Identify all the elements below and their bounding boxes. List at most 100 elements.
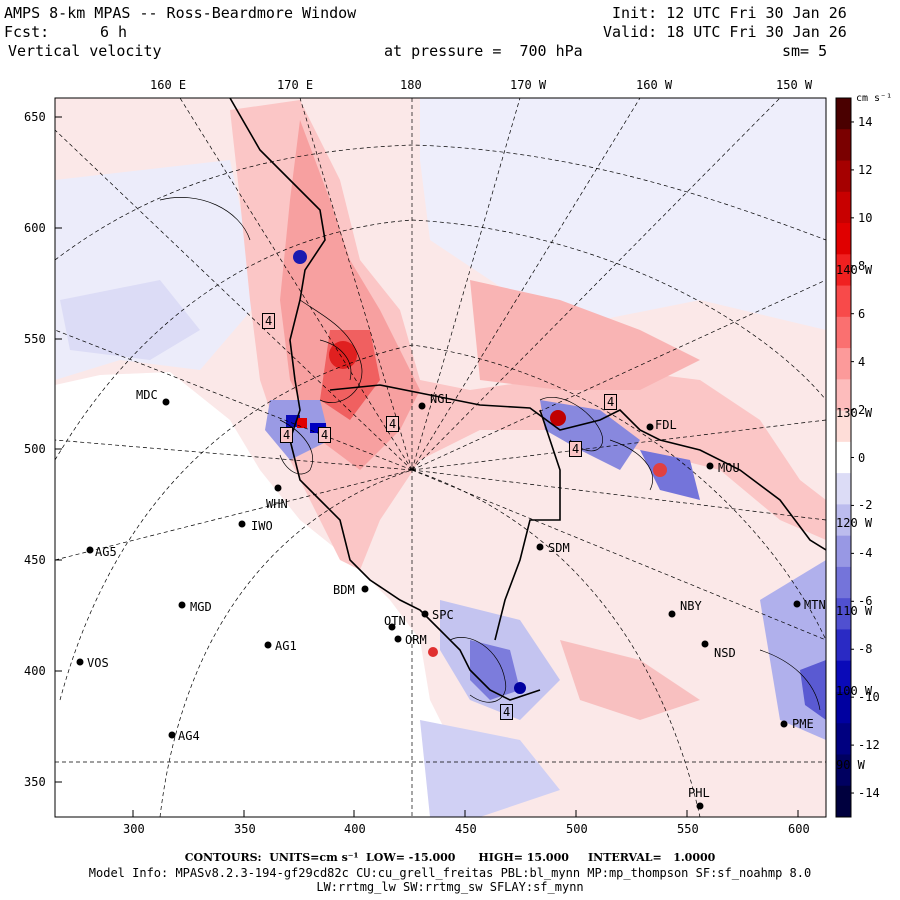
contour-label: 4: [318, 427, 332, 443]
colorbar-swatch: [836, 191, 851, 224]
y-tick-label: 400: [24, 664, 46, 678]
station-label: PME: [792, 717, 814, 731]
y-tick-label: 450: [24, 553, 46, 567]
colorbar-swatch: [836, 223, 851, 255]
colorbar-tick-label: 8: [858, 258, 866, 273]
contour-label: 4: [386, 416, 400, 432]
colorbar-swatch: [836, 316, 851, 349]
lon-label: 170 E: [277, 78, 314, 92]
colorbar-tick-label: 4: [858, 354, 866, 369]
colorbar-tick-label: -6: [858, 594, 873, 609]
station-label: VOS: [87, 656, 109, 670]
x-tick-label: 300: [123, 822, 145, 836]
header-fcst-value: 6 h: [100, 23, 128, 41]
colorbar-swatch: [836, 410, 851, 443]
y-tick-label: 650: [24, 110, 46, 124]
station-label: ORM: [405, 633, 427, 647]
colorbar-tick-label: -8: [858, 642, 873, 657]
x-tick-label: 450: [455, 822, 477, 836]
coastline: [229, 98, 826, 701]
contour-lines: [159, 197, 821, 711]
x-tick-label: 350: [234, 822, 256, 836]
lon-label: 150 W: [776, 78, 813, 92]
colorbar-tick-label: -12: [858, 738, 880, 753]
colorbar-swatch: [836, 629, 851, 662]
axis-ticks: [55, 116, 799, 817]
footer-contours: CONTOURS: UNITS=cm s⁻¹ LOW= -15.000 HIGH…: [184, 851, 716, 864]
station-label: MTN: [804, 598, 826, 612]
x-tick-label: 600: [788, 822, 810, 836]
x-tick-label: 400: [344, 822, 366, 836]
colorbar-swatch: [836, 254, 851, 287]
colorbar-tick-label: 2: [858, 402, 866, 417]
colorbar-tick-label: 0: [858, 450, 866, 465]
colorbar-tick-label: 12: [858, 162, 873, 177]
colorbar-swatch: [836, 691, 851, 724]
colorbar-swatch: [836, 754, 851, 787]
header-pressure: at pressure = 700 hPa: [384, 42, 583, 60]
contour-label: 4: [569, 441, 583, 457]
lon-label: 160 W: [636, 78, 673, 92]
colorbar-swatch: [836, 129, 851, 162]
station-label: FDL: [655, 418, 677, 432]
lon-label-right: 130 W: [836, 406, 873, 420]
lon-label-right: 100 W: [836, 684, 873, 698]
colorbar-tick-label: -4: [858, 546, 873, 561]
contour-label: 4: [280, 427, 294, 443]
y-tick-label: 550: [24, 332, 46, 346]
colorbar-swatch: [836, 566, 851, 599]
lon-label-right: 90 W: [836, 758, 865, 772]
colorbar-swatch: [836, 535, 851, 568]
station-label: NGL: [430, 392, 452, 406]
station-label: OTN: [384, 614, 406, 628]
colorbar-swatch: [836, 441, 851, 474]
colorbar-swatch: [836, 598, 851, 630]
vertical-velocity-field: [55, 98, 826, 817]
colorbar-swatch: [836, 348, 851, 380]
colorbar-tick-label: -10: [858, 690, 880, 705]
station-label: NSD: [714, 646, 736, 660]
lon-label-right: 120 W: [836, 516, 873, 530]
y-tick-label: 500: [24, 442, 46, 456]
graticule: [55, 98, 826, 817]
lon-label-right: 140 W: [836, 263, 873, 277]
station-label: NBY: [680, 599, 702, 613]
colorbar-swatch: [836, 660, 851, 693]
colorbar-tick-label: 6: [858, 306, 866, 321]
station-label: AG4: [178, 729, 200, 743]
y-tick-label: 600: [24, 221, 46, 235]
station-label: MOU: [718, 461, 740, 475]
station-label: AG5: [95, 545, 117, 559]
colorbar-swatch: [836, 285, 851, 318]
plot-frame: [54, 97, 827, 818]
header-init: Init: 12 UTC Fri 30 Jan 26: [612, 4, 847, 22]
station-label: AG1: [275, 639, 297, 653]
colorbar-swatch: [836, 785, 851, 818]
colorbar-swatch: [836, 379, 851, 412]
station-label: MDC: [136, 388, 158, 402]
colorbar-swatch: [836, 504, 851, 537]
station-label: SPC: [432, 608, 454, 622]
colorbar-swatch: [836, 98, 851, 130]
contour-label: 4: [500, 704, 514, 720]
footer-model-info: Model Info: MPASv8.2.3-194-gf29cd82c CU:…: [88, 866, 812, 880]
lon-label: 170 W: [510, 78, 547, 92]
colorbar-tick-label: -2: [858, 498, 873, 513]
colorbar-swatch: [836, 160, 851, 193]
header-fcst-label: Fcst:: [4, 23, 50, 41]
header-field: Vertical velocity: [8, 42, 162, 60]
colorbar-tick-label: 14: [858, 114, 873, 129]
lon-label: 160 E: [150, 78, 187, 92]
contour-label: 4: [604, 394, 618, 410]
lon-label-right: 110 W: [836, 604, 873, 618]
colorbar-swatch: [836, 473, 851, 505]
station-label: BDM: [333, 583, 355, 597]
station-label: IWO: [251, 519, 273, 533]
colorbar-swatch: [836, 723, 851, 755]
colorbar-units: cm s⁻¹: [856, 93, 893, 104]
station-label: MGD: [190, 600, 212, 614]
footer-model-info-2: LW:rrtmg_lw SW:rrtmg_sw SFLAY:sf_mynn: [316, 880, 584, 894]
station-label: SDM: [548, 541, 570, 555]
y-tick-label: 350: [24, 775, 46, 789]
